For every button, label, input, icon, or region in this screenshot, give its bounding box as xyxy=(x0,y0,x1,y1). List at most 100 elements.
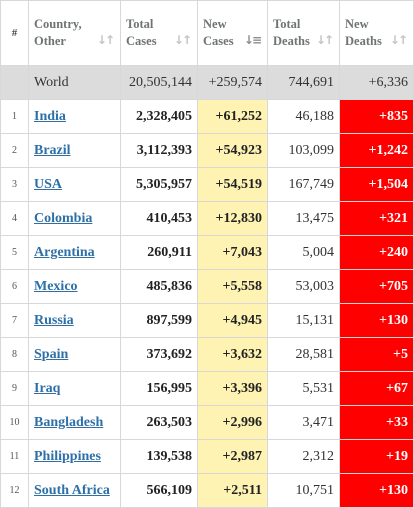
row-index: 4 xyxy=(0,201,29,236)
total-deaths-cell: 28,581 xyxy=(267,337,340,372)
total-deaths-cell: 2,312 xyxy=(267,439,340,474)
new-cases-cell: +4,945 xyxy=(197,303,268,338)
header-country-label: Country, Other xyxy=(34,17,82,48)
table-row: 1 India 2,328,405 +61,252 46,188 +835 xyxy=(0,99,414,134)
new-cases-cell: +2,996 xyxy=(197,405,268,440)
total-cases-cell: 156,995 xyxy=(120,371,198,406)
country-cell: Russia xyxy=(28,303,121,338)
total-cases-cell: 897,599 xyxy=(120,303,198,338)
header-total-deaths[interactable]: Total Deaths ↓↑ xyxy=(267,0,340,66)
header-total-cases[interactable]: Total Cases ↓↑ xyxy=(120,0,198,66)
country-link[interactable]: USA xyxy=(34,176,63,192)
sort-icon[interactable]: ↓↑ xyxy=(315,33,334,47)
country-link[interactable]: Bangladesh xyxy=(34,414,104,430)
table-row: 6 Mexico 485,836 +5,558 53,003 +705 xyxy=(0,269,414,304)
row-index: 2 xyxy=(0,133,29,168)
table-row: 10 Bangladesh 263,503 +2,996 3,471 +33 xyxy=(0,405,414,440)
new-deaths-cell: +33 xyxy=(339,405,414,440)
total-deaths-cell: 167,749 xyxy=(267,167,340,202)
row-index: 6 xyxy=(0,269,29,304)
country-cell: Philippines xyxy=(28,439,121,474)
new-cases-cell: +61,252 xyxy=(197,99,268,134)
world-index xyxy=(0,65,29,100)
row-index: 11 xyxy=(0,439,29,474)
country-link[interactable]: India xyxy=(34,108,66,124)
table-row: 11 Philippines 139,538 +2,987 2,312 +19 xyxy=(0,439,414,474)
total-deaths-cell: 3,471 xyxy=(267,405,340,440)
total-deaths-cell: 10,751 xyxy=(267,473,340,508)
total-cases-cell: 139,538 xyxy=(120,439,198,474)
table-row: 4 Colombia 410,453 +12,830 13,475 +321 xyxy=(0,201,414,236)
country-link[interactable]: South Africa xyxy=(34,482,110,498)
country-link[interactable]: Russia xyxy=(34,312,74,328)
country-link[interactable]: Argentina xyxy=(34,244,95,260)
new-cases-cell: +54,519 xyxy=(197,167,268,202)
table-row: 3 USA 5,305,957 +54,519 167,749 +1,504 xyxy=(0,167,414,202)
new-deaths-cell: +705 xyxy=(339,269,414,304)
total-deaths-cell: 13,475 xyxy=(267,201,340,236)
new-cases-cell: +3,632 xyxy=(197,337,268,372)
total-deaths-cell: 103,099 xyxy=(267,133,340,168)
row-index: 8 xyxy=(0,337,29,372)
new-deaths-cell: +130 xyxy=(339,473,414,508)
total-deaths-cell: 5,531 xyxy=(267,371,340,406)
new-cases-cell: +54,923 xyxy=(197,133,268,168)
table-row: 12 South Africa 566,109 +2,511 10,751 +1… xyxy=(0,473,414,508)
header-index: # xyxy=(0,0,29,66)
header-row: # Country, Other ↓↑ Total Cases ↓↑ New Case… xyxy=(0,0,414,66)
sort-icon[interactable]: ↓↑ xyxy=(173,33,192,47)
total-deaths-cell: 5,004 xyxy=(267,235,340,270)
table-row: 8 Spain 373,692 +3,632 28,581 +5 xyxy=(0,337,414,372)
country-cell: Iraq xyxy=(28,371,121,406)
row-index: 9 xyxy=(0,371,29,406)
new-cases-cell: +3,396 xyxy=(197,371,268,406)
new-deaths-cell: +835 xyxy=(339,99,414,134)
total-cases-cell: 2,328,405 xyxy=(120,99,198,134)
row-index: 1 xyxy=(0,99,29,134)
new-cases-cell: +12,830 xyxy=(197,201,268,236)
country-link[interactable]: Philippines xyxy=(34,448,101,464)
new-deaths-cell: +130 xyxy=(339,303,414,338)
row-index: 12 xyxy=(0,473,29,508)
world-name: World xyxy=(28,65,121,100)
header-new-cases-label: New Cases xyxy=(203,17,234,48)
new-deaths-cell: +240 xyxy=(339,235,414,270)
new-deaths-cell: +67 xyxy=(339,371,414,406)
table-row: 2 Brazil 3,112,393 +54,923 103,099 +1,24… xyxy=(0,133,414,168)
world-row: World 20,505,144 +259,574 744,691 +6,336 xyxy=(0,65,414,100)
table-row: 5 Argentina 260,911 +7,043 5,004 +240 xyxy=(0,235,414,270)
country-link[interactable]: Mexico xyxy=(34,278,78,294)
new-cases-cell: +7,043 xyxy=(197,235,268,270)
new-cases-cell: +5,558 xyxy=(197,269,268,304)
row-index: 3 xyxy=(0,167,29,202)
country-cell: Bangladesh xyxy=(28,405,121,440)
header-country[interactable]: Country, Other ↓↑ xyxy=(28,0,121,66)
header-total-deaths-label: Total Deaths xyxy=(273,17,310,48)
country-link[interactable]: Colombia xyxy=(34,210,93,226)
table-row: 9 Iraq 156,995 +3,396 5,531 +67 xyxy=(0,371,414,406)
header-index-label: # xyxy=(11,26,18,39)
new-deaths-cell: +1,504 xyxy=(339,167,414,202)
sort-desc-icon[interactable]: ↓≡ xyxy=(243,33,262,47)
total-deaths-cell: 46,188 xyxy=(267,99,340,134)
country-link[interactable]: Iraq xyxy=(34,380,61,396)
header-new-deaths[interactable]: New Deaths ↓↑ xyxy=(339,0,414,66)
sort-icon[interactable]: ↓↑ xyxy=(96,33,115,47)
world-total-cases: 20,505,144 xyxy=(120,65,198,100)
country-link[interactable]: Brazil xyxy=(34,142,71,158)
row-index: 7 xyxy=(0,303,29,338)
country-cell: USA xyxy=(28,167,121,202)
total-deaths-cell: 53,003 xyxy=(267,269,340,304)
header-new-deaths-label: New Deaths xyxy=(345,17,382,48)
world-new-cases: +259,574 xyxy=(197,65,268,100)
country-cell: Brazil xyxy=(28,133,121,168)
table-row: 7 Russia 897,599 +4,945 15,131 +130 xyxy=(0,303,414,338)
header-total-cases-label: Total Cases xyxy=(126,17,157,48)
total-cases-cell: 263,503 xyxy=(120,405,198,440)
total-deaths-cell: 15,131 xyxy=(267,303,340,338)
sort-icon[interactable]: ↓↑ xyxy=(389,33,408,47)
country-link[interactable]: Spain xyxy=(34,346,69,362)
country-cell: India xyxy=(28,99,121,134)
new-deaths-cell: +19 xyxy=(339,439,414,474)
header-new-cases[interactable]: New Cases ↓≡ xyxy=(197,0,268,66)
